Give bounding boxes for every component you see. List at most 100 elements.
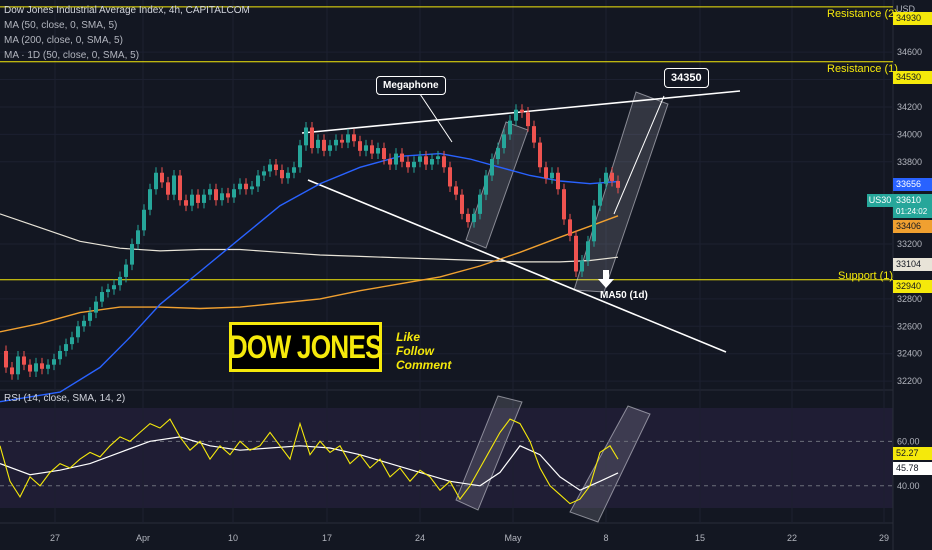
candle-body [346, 134, 350, 143]
candle-body [406, 161, 410, 168]
ma1d-line [0, 213, 619, 263]
candle-body [388, 159, 392, 165]
candle-body [508, 120, 512, 135]
y-tick-label: 32600 [897, 321, 922, 331]
candle-body [250, 186, 254, 190]
candle-body [190, 194, 194, 206]
candle-body [154, 172, 158, 190]
candle-body [526, 112, 530, 127]
cta-like: Like [396, 330, 421, 344]
candle-body [520, 109, 524, 113]
candle-body [316, 139, 320, 149]
candle-body [382, 148, 386, 160]
candle-body [424, 156, 428, 165]
candle-body [586, 241, 590, 261]
projection-arrow [613, 95, 665, 215]
x-tick-label: 29 [879, 533, 889, 543]
candle-body [46, 364, 50, 369]
tag-ma1d: 33104 [893, 258, 932, 271]
y-tick-label: 32200 [897, 376, 922, 386]
candle-body [472, 213, 476, 223]
candle-body [88, 312, 92, 321]
candle-body [460, 194, 464, 214]
candle-body [274, 164, 278, 171]
candle-body [202, 194, 206, 203]
candle-body [124, 264, 128, 277]
candle-body [280, 170, 284, 179]
tag-last-price: 33610 01:24:02 [893, 194, 932, 218]
candle-body [544, 167, 548, 179]
candle-body [16, 356, 20, 375]
candle-body [220, 193, 224, 201]
candle-body [400, 153, 404, 162]
candle-body [568, 219, 572, 236]
candle-body [514, 109, 518, 121]
cta-text: Like Follow Comment [396, 330, 451, 372]
candle-body [142, 209, 146, 231]
megaphone-pointer [417, 90, 453, 143]
x-tick-label: 27 [50, 533, 60, 543]
candle-body [118, 276, 122, 286]
candle-body [196, 194, 200, 203]
chart-title[interactable]: Dow Jones Industrial Average Index, 4h, … [4, 5, 250, 16]
candle-body [496, 148, 500, 160]
candle-body [238, 183, 242, 190]
candle-body [604, 172, 608, 184]
candle-body [178, 175, 182, 201]
y-tick-label: 32800 [897, 294, 922, 304]
candle-body [412, 161, 416, 168]
x-tick-label: May [504, 533, 522, 543]
resistance-1-label: Resistance (1) [827, 63, 898, 75]
candle-body [484, 175, 488, 195]
tag-symbol: US30 [867, 194, 893, 207]
target-callout[interactable]: 34350 [664, 68, 709, 88]
indicator-legend: Dow Jones Industrial Average Index, 4h, … [4, 3, 250, 63]
legend-ma50[interactable]: MA (50, close, 0, SMA, 5) [4, 20, 118, 31]
brand-box: DOW JONES [229, 322, 383, 372]
up-arrow-icon [598, 270, 614, 288]
candle-body [352, 134, 356, 142]
candle-body [244, 183, 248, 190]
candle-body [226, 193, 230, 198]
rsi-band [0, 408, 893, 508]
y-tick-label: 34000 [897, 129, 922, 139]
legend-ma1d[interactable]: MA · 1D (50, close, 0, SMA, 5) [4, 50, 140, 61]
legend-ma200[interactable]: MA (200, close, 0, SMA, 5) [4, 35, 123, 46]
candle-body [466, 213, 470, 223]
candle-body [310, 127, 314, 149]
candle-body [556, 172, 560, 190]
tag-support-1: 32940 [893, 280, 932, 293]
candle-body [580, 260, 584, 272]
x-tick-label: 8 [603, 533, 608, 543]
bar-countdown: 01:24:02 [896, 207, 928, 216]
candle-body [478, 194, 482, 214]
candle-body [166, 182, 170, 195]
x-tick-label: 17 [322, 533, 332, 543]
candle-body [70, 337, 74, 345]
currency-label: USD [896, 4, 916, 14]
candle-body [256, 175, 260, 187]
candle-body [364, 145, 368, 151]
x-tick-label: 22 [787, 533, 797, 543]
candle-body [358, 141, 362, 151]
candle-body [160, 172, 164, 183]
legend-rsi[interactable]: RSI (14, close, SMA, 14, 2) [4, 393, 126, 404]
rsi-line [0, 418, 619, 505]
tag-ma200: 33406 [893, 220, 932, 233]
candle-body [172, 175, 176, 195]
y-tick-label: 34200 [897, 102, 922, 112]
candle-body [214, 189, 218, 201]
candle-body [106, 289, 110, 293]
candle-body [454, 186, 458, 195]
candle-body [490, 159, 494, 176]
candle-body [298, 145, 302, 168]
x-tick-label: Apr [136, 533, 150, 543]
candle-body [616, 180, 620, 188]
candle-body [184, 200, 188, 206]
rsi-ma-line [0, 436, 619, 491]
candle-body [532, 126, 536, 143]
candle-body [100, 292, 104, 302]
megaphone-callout[interactable]: Megaphone [376, 76, 446, 95]
